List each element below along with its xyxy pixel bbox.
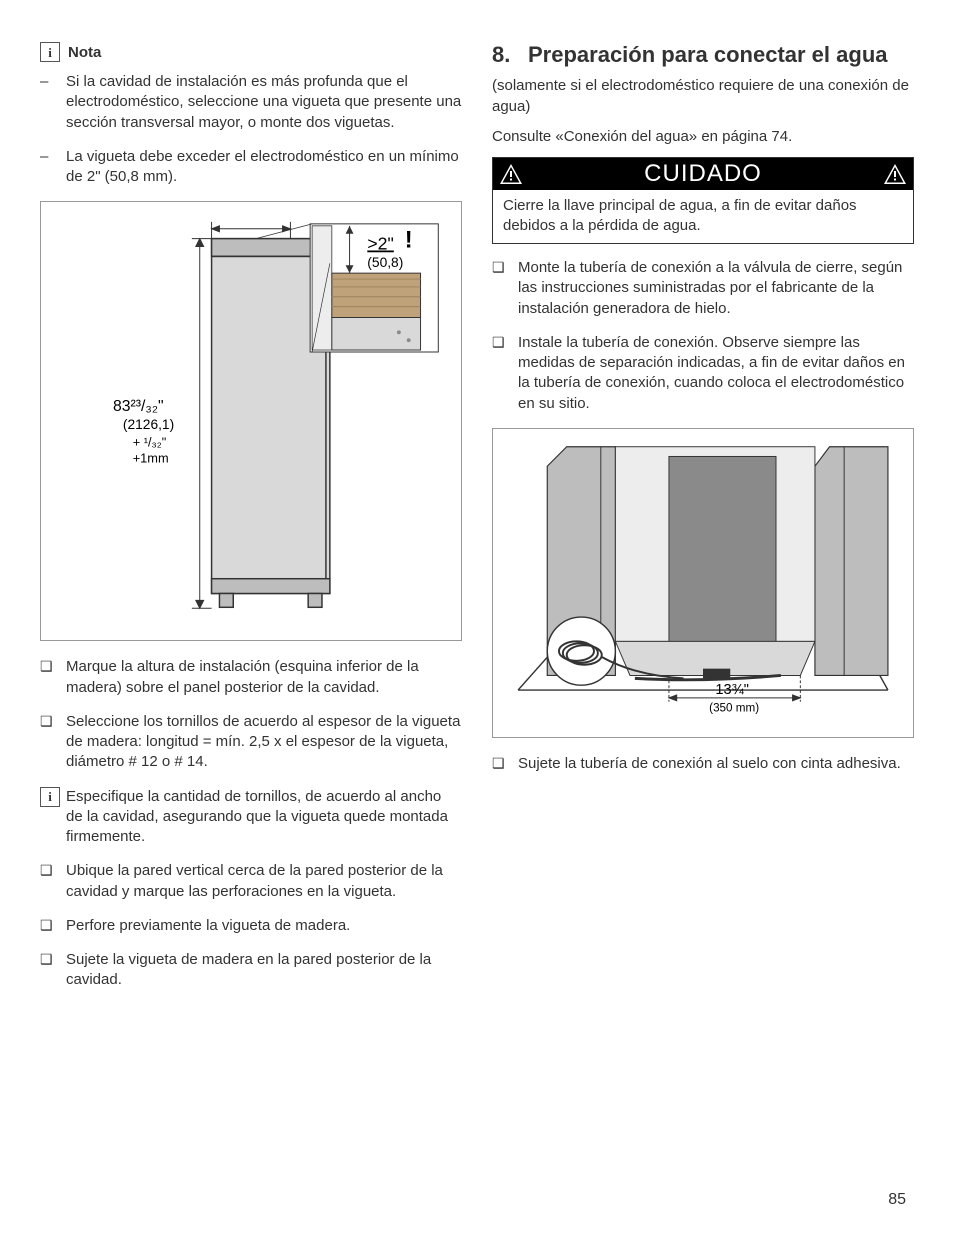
dash-item: –Si la cavidad de instalación es más pro…: [40, 72, 462, 133]
nota-heading: i Nota: [40, 42, 462, 62]
fig2-dim: 13¾": [715, 682, 749, 698]
check-item: ❑Instale la tubería de conexión. Observe…: [492, 333, 914, 414]
fig1-height: 83²³/₃₂": [113, 398, 164, 415]
fig1-tol: + ¹/₃₂": [133, 435, 167, 450]
check-item: ❑Ubique la pared vertical cerca de la pa…: [40, 861, 462, 902]
figure-water-connection: 13¾" (350 mm): [492, 428, 914, 738]
check-item: ❑Monte la tubería de conexión a la válvu…: [492, 258, 914, 319]
check-item: ❑Sujete la tubería de conexión al suelo …: [492, 754, 914, 774]
check-item: ❑Perfore previamente la vigueta de mader…: [40, 916, 462, 936]
check-list-a: ❑Marque la altura de instalación (esquin…: [40, 657, 462, 772]
right-column: 8. Preparación para conectar el agua (so…: [492, 42, 914, 1005]
fig2-dim-mm: (350 mm): [709, 701, 759, 714]
warning-icon: [883, 163, 907, 185]
info-item: i Especifique la cantidad de tornillos, …: [40, 787, 462, 848]
dash-item: –La vigueta debe exceder el electrodomés…: [40, 147, 462, 188]
check-list-b: ❑Ubique la pared vertical cerca de la pa…: [40, 861, 462, 990]
fig1-callout-top-mm: (50,8): [367, 255, 403, 270]
check-item: ❑Seleccione los tornillos de acuerdo al …: [40, 712, 462, 773]
figure-appliance-cavity: >2" ! (50,8) 83²³/₃₂" (2126,1) + ¹/₃₂" +…: [40, 201, 462, 641]
info-icon: i: [40, 787, 60, 807]
check-item: ❑Sujete la vigueta de madera en la pared…: [40, 950, 462, 991]
info-icon: i: [40, 42, 60, 62]
section-sub1: (solamente si el electrodoméstico requie…: [492, 76, 914, 117]
caution-box: CUIDADO Cierre la llave principal de agu…: [492, 157, 914, 244]
page-number: 85: [888, 1191, 906, 1209]
caution-header: CUIDADO: [493, 158, 913, 190]
left-column: i Nota –Si la cavidad de instalación es …: [40, 42, 462, 1005]
fig1-callout-top: >2": [367, 234, 394, 254]
check-list-after-fig: ❑Sujete la tubería de conexión al suelo …: [492, 754, 914, 774]
caution-body: Cierre la llave principal de agua, a fin…: [493, 190, 913, 243]
caution-label: CUIDADO: [644, 160, 762, 188]
fig1-tol-mm: +1mm: [133, 451, 169, 466]
warning-icon: [499, 163, 523, 185]
svg-text:!: !: [405, 228, 413, 254]
fig1-height-mm: (2126,1): [123, 417, 174, 432]
check-item: ❑Marque la altura de instalación (esquin…: [40, 657, 462, 698]
check-list-right: ❑Monte la tubería de conexión a la válvu…: [492, 258, 914, 414]
section-sub2: Consulte «Conexión del agua» en página 7…: [492, 127, 914, 147]
section-heading: 8. Preparación para conectar el agua: [492, 42, 914, 68]
nota-label: Nota: [68, 44, 101, 61]
dash-list: –Si la cavidad de instalación es más pro…: [40, 72, 462, 187]
